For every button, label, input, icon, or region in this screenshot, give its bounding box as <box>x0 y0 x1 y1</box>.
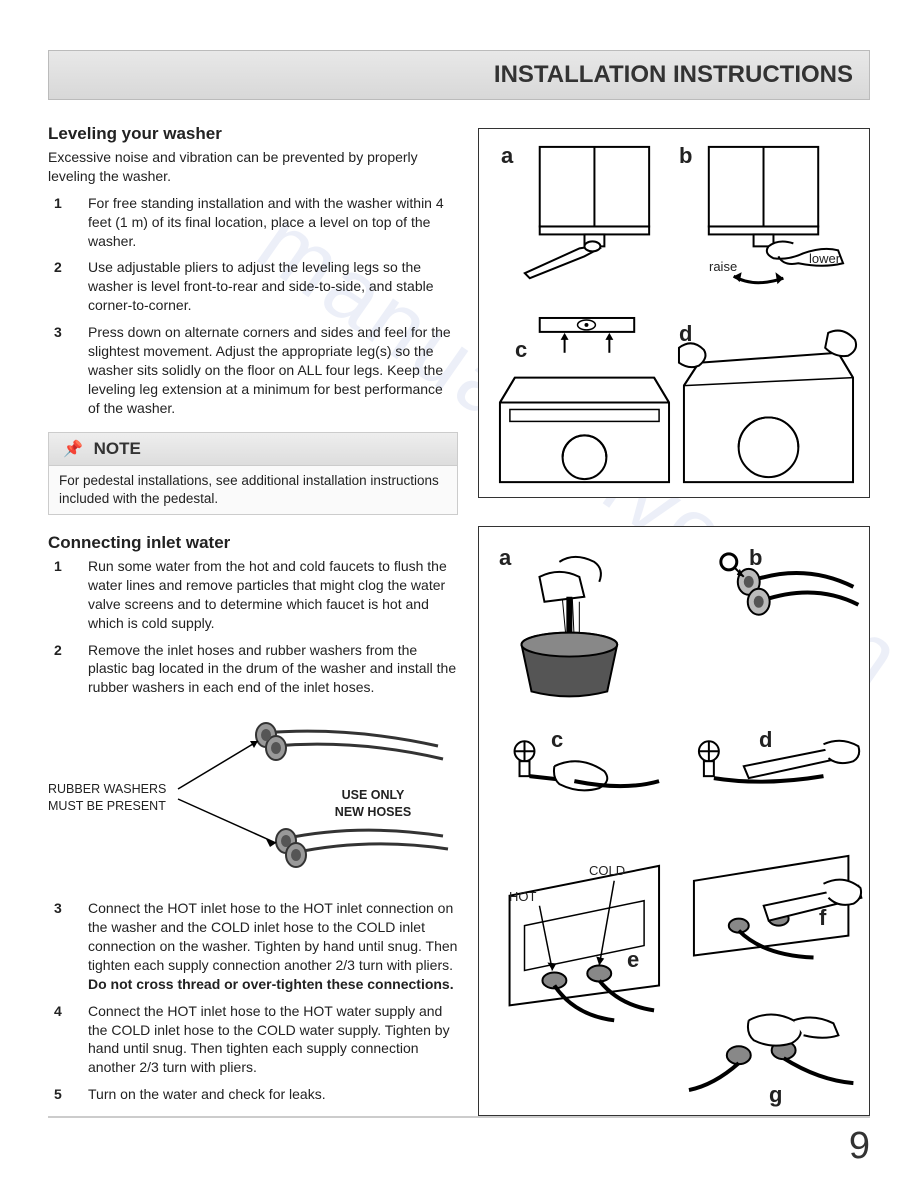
section2-heading: Connecting inlet water <box>48 533 458 553</box>
list-item: 5Turn on the water and check for leaks. <box>76 1085 458 1104</box>
left-column: Leveling your washer Excessive noise and… <box>48 124 458 1116</box>
hose-label-left-1: RUBBER WASHERS <box>48 782 166 796</box>
step-text: For free standing installation and with … <box>88 195 444 249</box>
illus-label-c: c <box>515 337 527 363</box>
hose-label-left: RUBBER WASHERS MUST BE PRESENT <box>48 781 178 814</box>
raise-label: raise <box>709 259 737 274</box>
header-title: INSTALLATION INSTRUCTIONS <box>494 61 853 88</box>
pin-icon: 📌 <box>63 441 83 458</box>
footer-line <box>48 1116 870 1118</box>
step-text: Connect the HOT inlet hose to the HOT wa… <box>88 1003 450 1076</box>
cold-label: COLD <box>589 863 625 878</box>
leveling-svg <box>479 129 869 497</box>
note-label: NOTE <box>94 439 141 458</box>
illus-label-b: b <box>679 143 692 169</box>
step-number: 1 <box>54 557 62 576</box>
main-columns: Leveling your washer Excessive noise and… <box>48 124 870 1116</box>
illustration-inlet-water: a b c d e f g HOT COLD <box>478 526 870 1116</box>
list-item: 3Press down on alternate corners and sid… <box>76 323 458 417</box>
step-text: Press down on alternate corners and side… <box>88 324 451 416</box>
step-text-bold: Do not cross thread or over-tighten thes… <box>88 976 454 992</box>
hose-label-right-1: USE ONLY <box>342 788 405 802</box>
illus-label-a2: a <box>499 545 511 571</box>
hose-diagram: RUBBER WASHERS MUST BE PRESENT USE ONLY … <box>48 711 458 881</box>
illus-label-d: d <box>679 321 692 347</box>
list-item: 2Remove the inlet hoses and rubber washe… <box>76 641 458 698</box>
list-item: 3Connect the HOT inlet hose to the HOT i… <box>76 899 458 993</box>
section2-steps-a: 1 Run some water from the hot and cold fa… <box>48 557 458 697</box>
step-number: 4 <box>54 1002 62 1021</box>
section1-heading: Leveling your washer <box>48 124 458 144</box>
illus-label-c2: c <box>551 727 563 753</box>
section1-steps: 1 For free standing installation and with… <box>48 194 458 418</box>
illus-label-a: a <box>501 143 513 169</box>
step-text: Use adjustable pliers to adjust the leve… <box>88 259 434 313</box>
illus-label-f2: f <box>819 905 826 931</box>
illus-label-g2: g <box>769 1082 782 1108</box>
step-number: 5 <box>54 1085 62 1104</box>
list-item: 2Use adjustable pliers to adjust the lev… <box>76 258 458 315</box>
section1-intro: Excessive noise and vibration can be pre… <box>48 148 458 186</box>
step-number: 2 <box>54 641 62 660</box>
step-text: Remove the inlet hoses and rubber washer… <box>88 642 456 696</box>
step-number: 3 <box>54 323 62 342</box>
lower-label: lower <box>809 251 840 266</box>
inlet-svg <box>479 527 869 1115</box>
illus-label-b2: b <box>749 545 762 571</box>
page: manualshive.com INSTALLATION INSTRUCTION… <box>0 0 918 1188</box>
hose-label-right: USE ONLY NEW HOSES <box>328 787 418 820</box>
step-number: 2 <box>54 258 62 277</box>
illus-label-d2: d <box>759 727 772 753</box>
hot-label: HOT <box>509 889 536 904</box>
step-text: Connect the HOT inlet hose to the HOT in… <box>88 900 457 973</box>
step-number: 1 <box>54 194 62 213</box>
illus-label-e2: e <box>627 947 639 973</box>
hose-label-right-2: NEW HOSES <box>335 805 411 819</box>
step-text: Run some water from the hot and cold fau… <box>88 558 447 631</box>
list-item: 1For free standing installation and with… <box>76 194 458 251</box>
right-column: a b c d raise lower <box>478 124 870 1116</box>
step-text: Turn on the water and check for leaks. <box>88 1086 326 1102</box>
list-item: 4Connect the HOT inlet hose to the HOT w… <box>76 1002 458 1078</box>
list-item: 1Run some water from the hot and cold fa… <box>76 557 458 633</box>
header-bar: INSTALLATION INSTRUCTIONS <box>48 50 870 100</box>
note-header: 📌 NOTE <box>49 433 457 466</box>
illustration-leveling: a b c d raise lower <box>478 128 870 498</box>
hose-label-left-2: MUST BE PRESENT <box>48 799 166 813</box>
page-number: 9 <box>849 1125 870 1168</box>
note-box: 📌 NOTE For pedestal installations, see a… <box>48 432 458 515</box>
note-body: For pedestal installations, see addition… <box>49 466 457 514</box>
section2-steps-b: 3 Connect the HOT inlet hose to the HOT i… <box>48 899 458 1104</box>
step-number: 3 <box>54 899 62 918</box>
